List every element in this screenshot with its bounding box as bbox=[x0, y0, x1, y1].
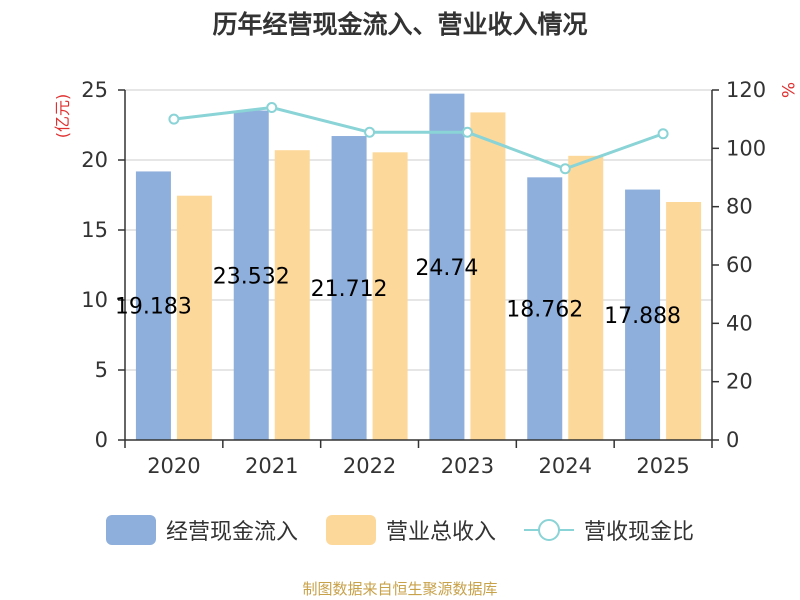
x-tick-label: 2024 bbox=[539, 454, 592, 478]
legend: 经营现金流入 营业总收入 营收现金比 bbox=[0, 514, 800, 546]
legend-label-revenue: 营业总收入 bbox=[385, 520, 496, 545]
legend-label-cash-inflow: 经营现金流入 bbox=[165, 520, 298, 545]
bar-cash-inflow bbox=[233, 110, 269, 440]
y2-axis-label: % bbox=[777, 82, 797, 98]
bars bbox=[135, 93, 702, 441]
grid bbox=[125, 89, 712, 371]
ratio-point bbox=[364, 126, 376, 138]
bar-cash-inflow bbox=[527, 177, 563, 440]
chart-title: 历年经营现金流入、营业收入情况 bbox=[212, 10, 587, 39]
y-tick-label: 5 bbox=[95, 358, 108, 382]
ratio-polyline bbox=[173, 105, 664, 171]
data-label-cash-inflow: 23.532 bbox=[213, 264, 290, 289]
bar-revenue bbox=[274, 150, 310, 440]
legend-swatch-revenue bbox=[325, 515, 376, 545]
y2-tick-label: 20 bbox=[726, 370, 753, 394]
data-label-cash-inflow: 21.712 bbox=[311, 277, 388, 302]
y2-tick-label: 40 bbox=[726, 311, 753, 335]
ratio-point bbox=[461, 126, 473, 138]
y2-tick-label: 0 bbox=[726, 428, 739, 452]
x-tick-label: 2023 bbox=[441, 454, 494, 478]
ratio-point bbox=[657, 128, 669, 140]
y-tick-label: 0 bbox=[95, 428, 108, 452]
source-note: 制图数据来自恒生聚源数据库 bbox=[302, 580, 498, 598]
legend-swatch-cash-inflow bbox=[105, 515, 156, 545]
y2-tick-label: 60 bbox=[726, 253, 753, 277]
y2-tick-label: 120 bbox=[726, 78, 766, 102]
ratio-point bbox=[168, 113, 180, 125]
y2-tick-label: 100 bbox=[726, 136, 766, 160]
y2-tick-label: 80 bbox=[726, 195, 753, 219]
y-tick-label: 10 bbox=[81, 288, 108, 312]
legend-item-cash-inflow[interactable]: 经营现金流入 bbox=[105, 514, 298, 546]
legend-item-ratio[interactable]: 营收现金比 bbox=[524, 514, 694, 546]
x-tick-label: 2020 bbox=[147, 454, 200, 478]
data-label-cash-inflow: 18.762 bbox=[506, 298, 583, 323]
bar-revenue bbox=[470, 112, 506, 441]
y-tick-label: 20 bbox=[81, 148, 108, 172]
data-label-cash-inflow: 17.888 bbox=[604, 304, 681, 329]
data-labels: 19.183 23.532 21.712 24.74 18.762 17.888 bbox=[115, 256, 681, 329]
data-label-cash-inflow: 19.183 bbox=[115, 295, 192, 320]
bar-revenue bbox=[372, 152, 408, 441]
bar-revenue bbox=[666, 202, 702, 440]
y-tick-label: 25 bbox=[81, 78, 108, 102]
y-axis-label: (亿元) bbox=[53, 94, 72, 139]
x-tick-label: 2021 bbox=[245, 454, 298, 478]
ratio-point bbox=[559, 163, 571, 175]
bar-cash-inflow bbox=[331, 136, 367, 441]
bar-revenue bbox=[176, 195, 212, 440]
bar-cash-inflow bbox=[135, 171, 171, 441]
legend-swatch-ratio bbox=[524, 515, 574, 545]
x-tick-label: 2025 bbox=[636, 454, 689, 478]
legend-item-revenue[interactable]: 营业总收入 bbox=[325, 514, 496, 546]
data-label-cash-inflow: 24.74 bbox=[415, 256, 478, 281]
bar-revenue bbox=[568, 155, 604, 441]
y-tick-label: 15 bbox=[81, 218, 108, 242]
bar-cash-inflow bbox=[625, 189, 661, 440]
ratio-line bbox=[168, 102, 669, 175]
legend-label-ratio: 营收现金比 bbox=[584, 520, 695, 545]
x-tick-label: 2022 bbox=[343, 454, 396, 478]
bar-cash-inflow bbox=[429, 93, 465, 440]
ratio-point bbox=[266, 102, 278, 113]
